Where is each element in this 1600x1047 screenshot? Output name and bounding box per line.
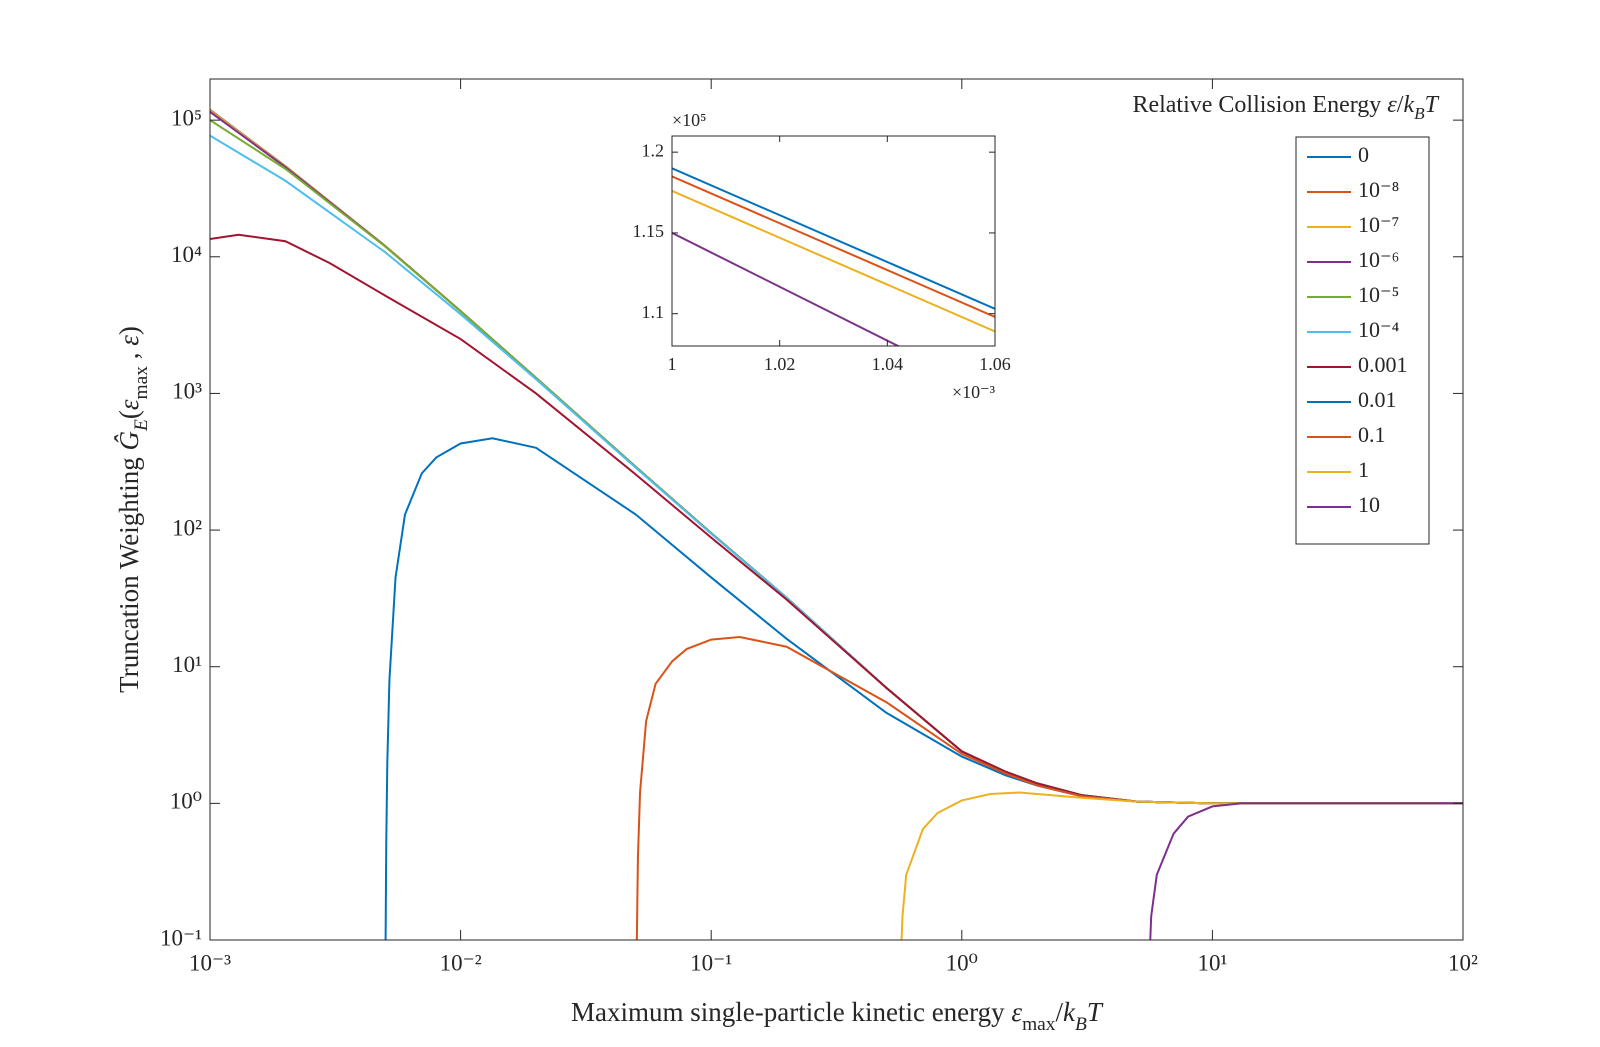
x-tick-label: 10⁻² (440, 951, 482, 976)
x-tick-label: 1.04 (872, 354, 904, 374)
y-multiplier: ×10⁵ (672, 110, 706, 130)
y-tick-label: 10⁻¹ (160, 925, 202, 950)
series-line (1149, 802, 1463, 940)
x-tick-label: 1.06 (979, 354, 1011, 374)
legend-label: 0.001 (1358, 352, 1408, 377)
y-tick-label: 10² (172, 515, 202, 540)
text-segment: k (1063, 997, 1076, 1027)
y-tick-label: 10⁵ (171, 105, 202, 130)
y-axis-label: Truncation Weighting ĜE(εmax , ε) (114, 326, 152, 693)
legend-label: 10⁻⁶ (1358, 247, 1399, 272)
legend-label: 10⁻⁴ (1358, 317, 1400, 342)
text-segment: Truncation Weighting (114, 451, 144, 693)
x-multiplier: ×10⁻³ (952, 382, 996, 402)
x-tick-label: 1 (668, 354, 677, 374)
y-tick-label: 1.1 (642, 302, 665, 322)
legend-title: Relative Collision Energy ε/kBT (1132, 92, 1439, 124)
y-tick-label: 10³ (172, 379, 202, 404)
series-line (672, 167, 995, 310)
text-segment: ε (1011, 997, 1022, 1027)
text-segment: T (1425, 92, 1440, 118)
text-segment: ε (114, 335, 144, 346)
legend-box (1295, 136, 1430, 545)
x-tick-label: 1.02 (764, 354, 796, 374)
text-segment: E (131, 419, 152, 432)
text-segment: ε (114, 399, 144, 410)
series-line (635, 635, 1463, 940)
legend-label: 0.01 (1358, 387, 1397, 412)
series-line (672, 232, 901, 346)
text-segment: Ĝ (114, 431, 144, 451)
text-segment: Maximum single-particle kinetic energy (571, 997, 1011, 1027)
text-segment: B (1075, 1014, 1087, 1035)
series-line (672, 190, 995, 333)
series-line (672, 175, 995, 318)
text-segment: max (1022, 1014, 1056, 1035)
y-tick-label: 10⁴ (171, 242, 202, 267)
y-tick-label: 1.2 (642, 140, 665, 160)
legend-label: 0.1 (1358, 422, 1386, 447)
axes-frame (209, 78, 1464, 941)
text-segment: T (1087, 997, 1104, 1027)
axes-background (672, 136, 995, 346)
text-segment: / (1056, 997, 1064, 1027)
x-tick-label: 10⁻¹ (690, 951, 732, 976)
text-segment: k (1403, 92, 1414, 118)
text-segment: ε (1387, 92, 1397, 118)
legend-label: 1 (1358, 457, 1369, 482)
legend-label: 10⁻⁵ (1358, 282, 1399, 307)
legend-label: 10⁻⁷ (1358, 212, 1399, 237)
text-segment: ( (114, 410, 144, 419)
y-tick-label: 10¹ (172, 652, 202, 677)
x-tick-label: 10¹ (1197, 951, 1227, 976)
y-tick-label: 10⁰ (170, 789, 202, 814)
text-segment: max (131, 366, 152, 400)
legend-label: 10⁻⁸ (1358, 177, 1399, 202)
series-line (900, 791, 1463, 940)
text-segment: / (1397, 92, 1404, 118)
text-segment: Relative Collision Energy (1132, 92, 1387, 118)
x-axis-label: Maximum single-particle kinetic energy ε… (571, 997, 1104, 1035)
text-segment: , (114, 346, 144, 366)
x-tick-label: 10⁻³ (189, 951, 231, 976)
legend-label: 10 (1358, 492, 1380, 517)
y-tick-label: 1.15 (633, 221, 665, 241)
x-tick-label: 10⁰ (946, 951, 978, 976)
axes-frame (671, 135, 996, 347)
text-segment: B (1414, 104, 1425, 123)
text-segment: ) (114, 326, 144, 335)
legend-label: 0 (1358, 142, 1369, 167)
x-tick-label: 10² (1448, 951, 1478, 976)
